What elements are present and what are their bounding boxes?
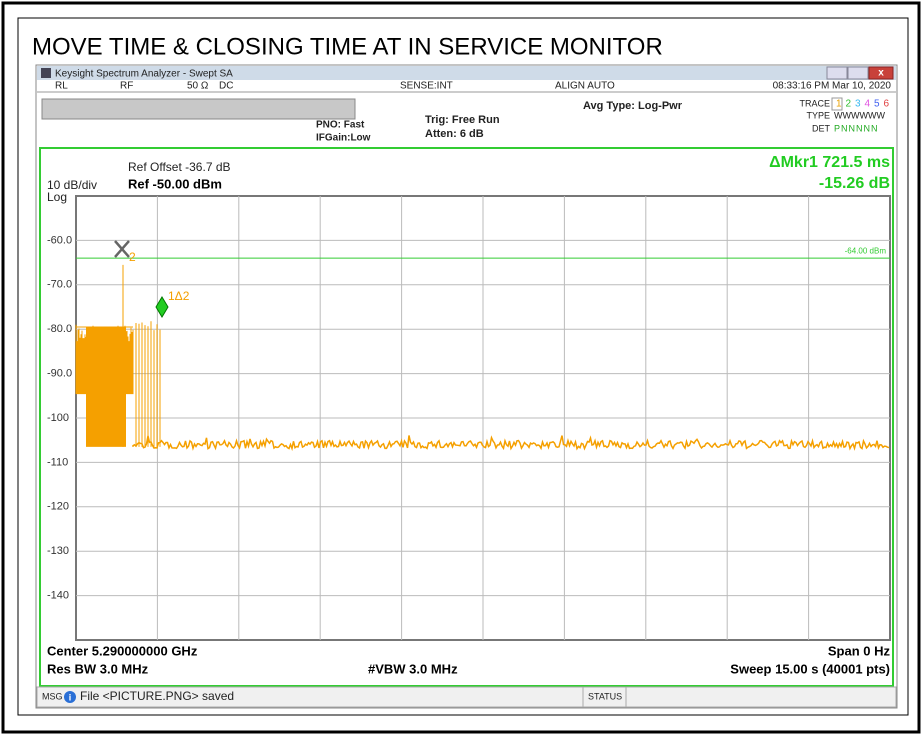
trig: Trig: Free Run (425, 114, 500, 126)
trace-number: 5 (874, 99, 880, 110)
y-label: -70.0 (47, 279, 72, 291)
trace-noise (132, 435, 890, 452)
page-title: MOVE TIME & CLOSING TIME AT IN SERVICE M… (32, 33, 663, 60)
center: Center 5.290000000 GHz (47, 643, 198, 658)
y-label: -140 (47, 590, 69, 602)
det-values: PNNNNN (834, 123, 879, 133)
span: Span 0 Hz (828, 643, 891, 658)
y-label: -130 (47, 545, 69, 557)
minimize-button[interactable] (826, 66, 848, 80)
align: ALIGN AUTO (555, 81, 615, 92)
msg-label: MSG (42, 691, 63, 701)
marker-1-label: 1Δ2 (168, 289, 190, 303)
info-i: i (69, 692, 72, 702)
close-button[interactable] (868, 66, 894, 80)
trace1-box (831, 97, 843, 111)
marker-readout: ΔMkr1 721.5 ms (769, 154, 890, 171)
maximize-button[interactable] (847, 66, 869, 80)
display-line-label: -64.00 dBm (845, 246, 887, 255)
y-label: -120 (47, 501, 69, 513)
entry-bar (41, 98, 356, 120)
avg-type: Avg Type: Log-Pwr (583, 100, 683, 112)
ref-level: Ref -50.00 dBm (128, 176, 222, 191)
sweep: Sweep 15.00 s (40001 pts) (730, 661, 890, 676)
status-message: File <PICTURE.PNG> saved (80, 689, 234, 703)
inner-frame (17, 17, 909, 716)
y-label: -80.0 (47, 323, 72, 335)
type-label: TYPE (806, 110, 830, 120)
scale-type: Log (47, 190, 67, 204)
ifgain: IFGain:Low (316, 133, 371, 144)
vbw: #VBW 3.0 MHz (368, 661, 458, 676)
close-x: x (878, 68, 884, 79)
y-label: -100 (47, 412, 69, 424)
trace-number: 3 (855, 99, 861, 110)
info-icon (64, 691, 76, 703)
status-bar (36, 686, 897, 708)
ref-offset: Ref Offset -36.7 dB (128, 160, 231, 174)
marker-1 (155, 296, 169, 318)
trace-number: 6 (884, 99, 890, 110)
rf: RF (120, 81, 133, 92)
app-icon (41, 68, 51, 78)
pno: PNO: Fast (316, 120, 365, 131)
det-label: DET (812, 123, 831, 133)
trace-label: TRACE (799, 98, 830, 108)
coupling: DC (219, 81, 233, 92)
marker-2 (114, 240, 130, 258)
marker-2-label: 2 (129, 250, 136, 264)
rbw: Res BW 3.0 MHz (47, 661, 149, 676)
status-label: STATUS (588, 691, 622, 701)
trace-number: 4 (865, 99, 871, 110)
trace-number: 1 (836, 99, 842, 110)
y-label: -60.0 (47, 234, 72, 246)
sense: SENSE:INT (400, 81, 453, 92)
window-title: Keysight Spectrum Analyzer - Swept SA (55, 69, 233, 80)
y-label: -110 (47, 456, 68, 468)
type-values: WWWWWW (834, 110, 885, 120)
trace-number: 2 (846, 99, 852, 110)
datetime: 08:33:16 PM Mar 10, 2020 (773, 81, 892, 92)
title-bar (37, 66, 896, 80)
y-label: -90.0 (47, 368, 72, 380)
rl: RL (55, 81, 68, 92)
scale: 10 dB/div (47, 178, 97, 192)
display-frame (39, 147, 894, 687)
marker-value: -15.26 dB (819, 175, 890, 192)
atten: Atten: 6 dB (425, 128, 484, 140)
plot: -60.0 -70.0 -80.0 -90.0 -100 -110 -120 -130 -140… (47, 195, 891, 641)
trace-block (86, 326, 126, 447)
impedance: 50 Ω (187, 81, 209, 92)
